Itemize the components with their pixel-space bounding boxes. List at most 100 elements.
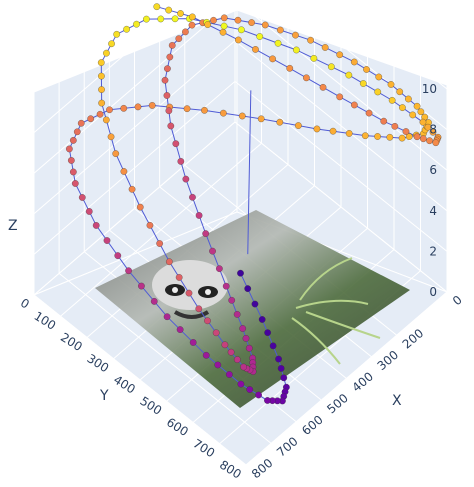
z-tick-label: 10 — [422, 82, 437, 96]
data-point — [240, 363, 247, 371]
data-point — [409, 111, 417, 119]
data-point — [183, 105, 191, 113]
data-point — [294, 122, 302, 129]
data-point — [103, 116, 110, 124]
data-point — [246, 386, 254, 393]
data-point — [73, 128, 81, 136]
data-point — [275, 355, 282, 363]
data-point — [136, 203, 144, 211]
data-point — [220, 14, 228, 22]
data-point — [69, 168, 77, 176]
data-point — [255, 391, 262, 399]
data-point — [125, 267, 132, 275]
data-point — [313, 125, 321, 133]
data-point — [107, 133, 115, 141]
data-point — [157, 15, 165, 23]
data-point — [188, 21, 196, 29]
data-point — [351, 101, 358, 109]
data-point — [148, 102, 156, 109]
data-point — [419, 135, 427, 143]
data-point — [67, 157, 75, 164]
data-point — [413, 102, 421, 110]
data-point — [69, 137, 77, 144]
z-tick-label: 8 — [429, 123, 437, 137]
data-point — [387, 81, 395, 88]
y-tick-label: 100 — [31, 309, 58, 333]
data-point — [234, 356, 241, 363]
data-point — [292, 31, 299, 39]
data-point — [424, 123, 432, 131]
data-point — [258, 316, 266, 323]
axis-title-x: X — [392, 393, 402, 409]
grid-line-y — [60, 0, 262, 317]
data-point — [220, 109, 227, 117]
data-point — [417, 108, 425, 116]
data-point — [103, 237, 111, 244]
data-point — [256, 33, 264, 40]
data-point — [402, 128, 410, 135]
data-point — [277, 26, 284, 34]
data-point — [167, 122, 175, 130]
data-point — [336, 93, 344, 101]
y-tick-label: 200 — [58, 330, 85, 354]
y-tick-label: 500 — [137, 394, 164, 418]
data-point — [233, 311, 241, 318]
y-tick-label: 0 — [18, 296, 32, 312]
data-point — [319, 83, 327, 91]
grid-line-y — [245, 89, 448, 466]
data-point — [166, 258, 173, 266]
data-point — [252, 46, 259, 53]
data-point — [277, 365, 285, 372]
z-tick-label: 4 — [429, 204, 437, 218]
data-point — [399, 104, 406, 111]
data-point — [123, 25, 130, 33]
data-point — [388, 97, 396, 104]
data-point — [432, 139, 440, 147]
data-point — [237, 380, 245, 388]
data-point — [98, 72, 105, 80]
data-point — [150, 298, 158, 305]
y-tick-label: 300 — [84, 351, 111, 375]
data-point — [307, 36, 314, 44]
data-point — [164, 65, 171, 72]
y-tick-label: 400 — [111, 373, 138, 397]
data-point — [120, 104, 128, 112]
data-point — [274, 39, 282, 47]
data-point — [405, 133, 413, 140]
data-point — [146, 221, 154, 229]
data-point — [374, 88, 382, 96]
data-point — [419, 118, 427, 126]
data-point — [98, 99, 106, 107]
z-tick-label: 6 — [429, 163, 437, 177]
data-point — [96, 110, 104, 118]
data-point — [261, 21, 269, 29]
data-point — [177, 10, 184, 17]
data-point — [166, 53, 174, 61]
data-point — [134, 103, 142, 111]
data-point — [248, 19, 255, 26]
data-point — [245, 344, 253, 352]
data-point — [214, 361, 222, 369]
data-point — [321, 44, 329, 51]
data-point — [280, 374, 288, 382]
data-point — [78, 194, 86, 201]
data-point — [189, 193, 196, 201]
data-point — [176, 326, 184, 333]
data-point — [396, 88, 404, 96]
data-point — [175, 274, 183, 281]
axis-title-y: Y — [99, 388, 109, 404]
data-point — [220, 22, 228, 30]
data-point — [87, 115, 95, 123]
data-point — [165, 107, 173, 115]
data-point — [98, 86, 105, 93]
data-point — [168, 42, 176, 49]
data-point — [386, 133, 394, 141]
data-point — [195, 212, 203, 219]
data-point — [112, 150, 120, 157]
data-point — [363, 66, 370, 73]
data-point — [212, 329, 220, 337]
series-0-line — [68, 6, 439, 402]
data-point — [426, 137, 433, 145]
